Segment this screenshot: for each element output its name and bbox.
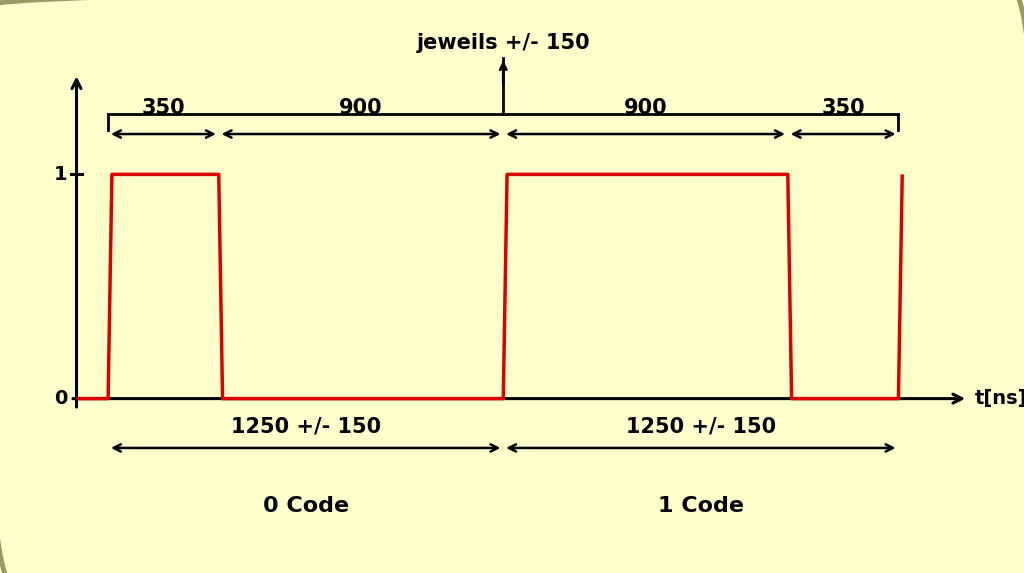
Text: 1: 1: [53, 165, 67, 184]
Text: 350: 350: [141, 99, 185, 119]
Text: t[ns]: t[ns]: [974, 389, 1024, 408]
Text: jeweils +/- 150: jeweils +/- 150: [417, 33, 590, 53]
Text: 1250 +/- 150: 1250 +/- 150: [626, 417, 776, 437]
Text: 350: 350: [821, 99, 865, 119]
Text: 0: 0: [53, 389, 67, 408]
Text: 900: 900: [624, 99, 668, 119]
Text: 900: 900: [339, 99, 383, 119]
Text: 1250 +/- 150: 1250 +/- 150: [230, 417, 381, 437]
Text: 0 Code: 0 Code: [262, 496, 349, 516]
Text: 1 Code: 1 Code: [657, 496, 743, 516]
